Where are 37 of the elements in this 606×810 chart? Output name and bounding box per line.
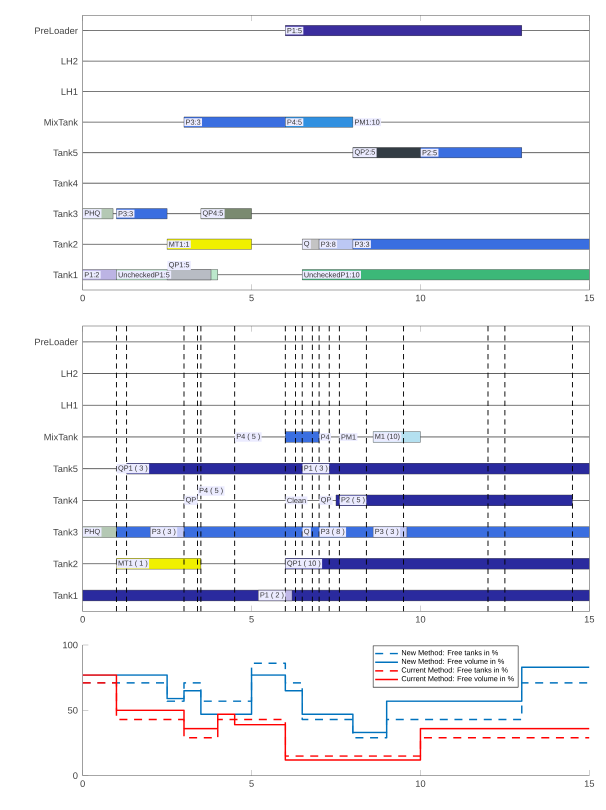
- bar: [285, 25, 522, 36]
- x-tick-label: 10: [416, 780, 426, 787]
- y-tick-label: 100: [63, 642, 78, 648]
- y-tick-label: 0: [73, 772, 78, 779]
- y-tick-label: Tank1: [53, 271, 78, 278]
- y-tick-label: PreLoader: [35, 27, 78, 34]
- x-tick-label: 0: [80, 780, 85, 787]
- y-tick-label: 50: [68, 707, 78, 714]
- y-tick-label: MixTank: [44, 434, 78, 440]
- x-tick-label: 0: [80, 294, 85, 302]
- y-tick-label: LH2: [62, 370, 78, 377]
- bar: [285, 431, 320, 443]
- bar: [82, 590, 590, 602]
- y-tick-label: PreLoader: [35, 338, 78, 346]
- x-tick-label: 15: [584, 616, 594, 623]
- y-tick-label: Tank2: [53, 240, 78, 248]
- bar: [336, 494, 573, 506]
- x-tick-label: 5: [249, 780, 254, 787]
- y-tick-label: LH1: [62, 402, 78, 408]
- y-tick-label: LH2: [62, 58, 78, 64]
- x-tick-label: 0: [80, 616, 85, 623]
- y-tick-label: Tank5: [53, 149, 78, 156]
- x-tick-label: 10: [416, 616, 426, 623]
- y-tick-label: Tank4: [53, 496, 78, 504]
- x-tick-label: 5: [249, 616, 254, 623]
- y-tick-label: Tank2: [53, 560, 78, 568]
- y-tick-label: Tank5: [53, 465, 78, 472]
- x-tick-label: 10: [416, 294, 426, 302]
- y-tick-label: LH1: [62, 88, 78, 95]
- x-tick-label: 15: [584, 294, 594, 302]
- y-tick-label: Tank3: [53, 210, 78, 218]
- y-tick-label: MixTank: [44, 118, 78, 126]
- x-tick-label: 5: [249, 294, 254, 302]
- y-tick-label: Tank1: [53, 592, 78, 599]
- y-tick-label: Tank4: [53, 180, 78, 187]
- y-tick-label: Tank3: [53, 528, 78, 536]
- x-tick-label: 15: [584, 780, 594, 787]
